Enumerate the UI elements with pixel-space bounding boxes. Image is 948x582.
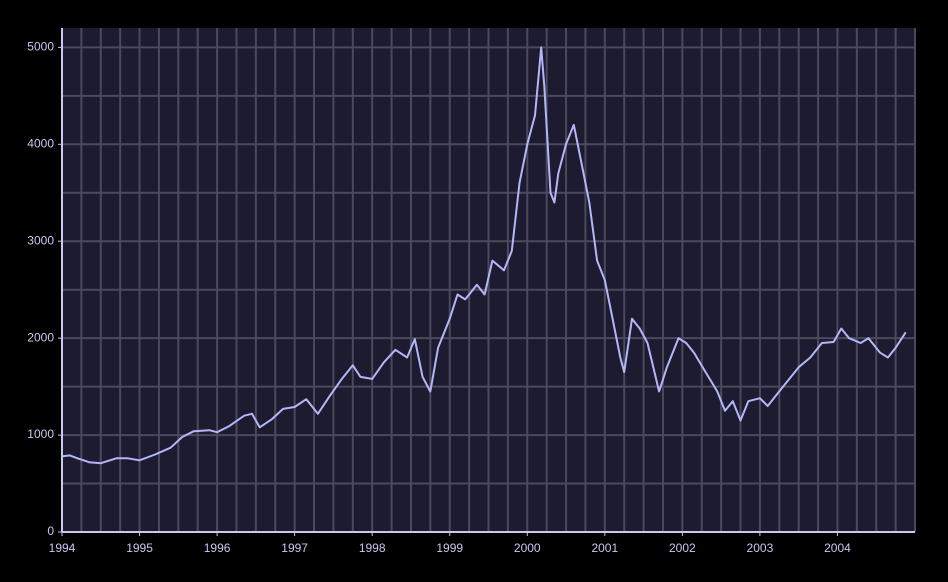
x-tick-label: 1995	[126, 541, 153, 555]
y-tick-label: 4000	[27, 136, 54, 150]
x-tick-label: 2001	[591, 541, 618, 555]
data-line	[61, 46, 907, 465]
x-tick-label: 1997	[281, 541, 308, 555]
y-tick-label: 0	[47, 524, 54, 538]
x-tick-label: 1998	[359, 541, 386, 555]
x-tick-label: 2002	[669, 541, 696, 555]
x-tick-label: 2004	[824, 541, 851, 555]
y-tick-label: 5000	[27, 40, 54, 54]
y-tick-label: 2000	[27, 330, 54, 344]
x-tick-label: 2003	[747, 541, 774, 555]
y-tick-label: 3000	[27, 233, 54, 247]
x-tick-label: 1996	[204, 541, 231, 555]
x-tick-label: 2000	[514, 541, 541, 555]
y-tick-label: 1000	[27, 427, 54, 441]
x-tick-label: 1999	[436, 541, 463, 555]
x-tick-label: 1994	[49, 541, 76, 555]
